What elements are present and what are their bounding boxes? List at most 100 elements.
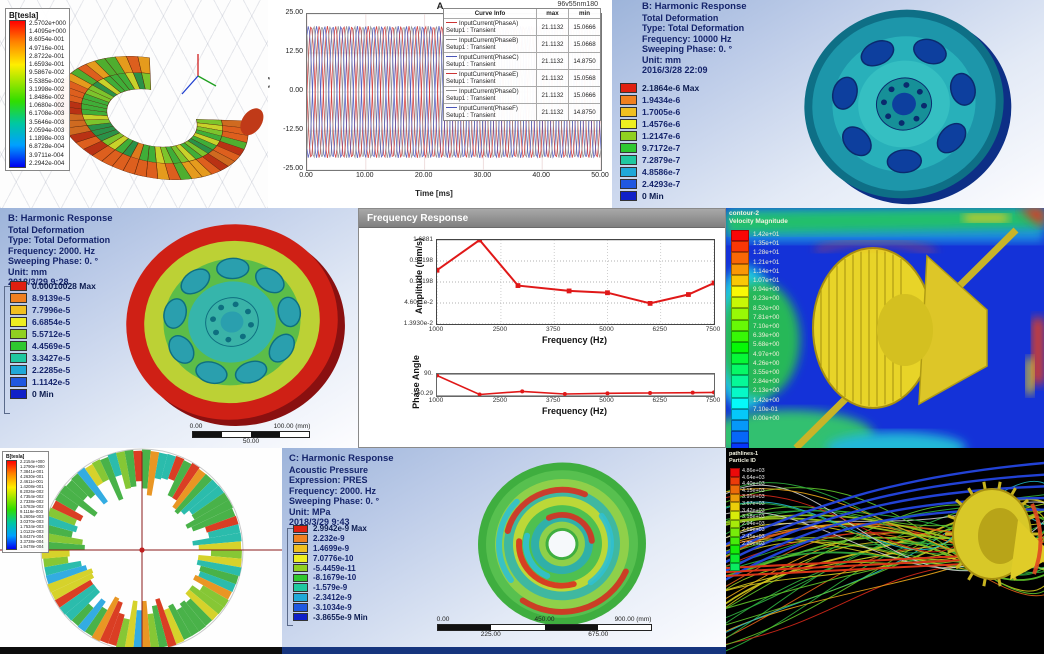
legend-color-cell xyxy=(10,352,27,364)
legend-entry: 2.1864e-6 Max xyxy=(620,82,699,94)
amplitude-x-label: Frequency (Hz) xyxy=(541,335,607,345)
colorbar-cell xyxy=(730,510,740,520)
colorbar-value: 9.23e+00 xyxy=(753,295,780,303)
scale-max: 900.00 (mm) xyxy=(614,616,652,623)
legend-value: 3.1998e-002 xyxy=(29,85,65,93)
curve-swatch-icon xyxy=(446,22,457,23)
rotor-wheel-figure xyxy=(804,9,1012,205)
legend-color-cell xyxy=(293,573,308,583)
legend-color-cell xyxy=(293,593,308,602)
curve-swatch-icon xyxy=(446,73,457,74)
legend-entry: 0 Min xyxy=(620,190,699,202)
colorbar-cell xyxy=(731,386,749,398)
header-line: C: Harmonic Response xyxy=(289,453,394,464)
tick-label: 0.00 xyxy=(289,87,303,94)
flux-torus-figure xyxy=(55,56,264,180)
tick-label: 10.00 xyxy=(356,172,374,179)
header-line: Particle ID xyxy=(729,457,756,464)
colorbar-cell xyxy=(730,468,740,477)
legend-value: 1.4208e-001 xyxy=(20,484,44,489)
tick-label: 12.50 xyxy=(285,48,303,55)
colorbar-cell xyxy=(731,442,749,448)
legend-entry: 2.4293e-7 xyxy=(620,178,699,190)
bottom-strip xyxy=(0,647,282,654)
tick-label: 5000 xyxy=(599,326,614,333)
legend-color-cell xyxy=(293,602,308,612)
window-titlebar[interactable]: Frequency Response xyxy=(359,209,725,228)
panel-flux-torus: B[tesla] 2.5702e+000 1.4095e+000 8.6054e-0… xyxy=(0,0,268,208)
colorbar-value: 4.26e+00 xyxy=(753,359,780,367)
legend-entry: 5.5712e-5 xyxy=(10,328,96,340)
x-axis-label: Time [ms] xyxy=(415,189,453,198)
legend-value: 0.00010028 Max xyxy=(32,281,96,291)
legend-color-cell xyxy=(10,304,27,316)
header-line: Sweeping Phase: 0. ° xyxy=(8,256,99,266)
colorbar-cell xyxy=(731,409,749,421)
legend-value: 1.1142e-5 xyxy=(32,377,70,387)
panel-frequency-response: Frequency Response Amplitude (mm/s) 1.68… xyxy=(358,208,726,448)
tick-label: 1.3930e-2 xyxy=(403,320,433,327)
colorbar-cell xyxy=(731,241,749,253)
colorbar-value: 6.39e+00 xyxy=(753,332,780,340)
colorbar-cell xyxy=(730,519,740,529)
scale-max: 100.00 (mm) xyxy=(273,423,311,430)
legend-entry: 3.3427e-5 xyxy=(10,352,96,364)
legend-value: 2.232e-9 xyxy=(313,534,345,544)
table-row: InputCurrent(PhaseD) Setup1 : Transient 21… xyxy=(444,86,600,103)
colorbar-cell xyxy=(731,308,749,320)
colorbar-value: 4.97e+00 xyxy=(753,350,780,358)
legend-value: 8.6054e-001 xyxy=(29,36,65,44)
legend-value: 5.5712e-5 xyxy=(32,329,71,339)
legend-value: 0 Min xyxy=(642,191,664,201)
header-line: B: Harmonic Response xyxy=(8,213,113,224)
colorbar-title: contour-2 Velocity Magnitude xyxy=(729,210,788,225)
acoustic-disc-figure xyxy=(478,462,646,626)
legend-entry: -5.4459e-11 xyxy=(293,563,368,573)
legend-value: 2.0594e-003 xyxy=(29,126,65,134)
legend-value: 2.5702e+000 xyxy=(29,20,66,27)
colorbar-cell xyxy=(730,528,740,537)
table-row: InputCurrent(PhaseE) Setup1 : Transient 21… xyxy=(444,69,600,86)
legend-entry: 9.7172e-7 xyxy=(620,142,699,154)
legend-value: 2.4611e-001 xyxy=(20,479,44,484)
legend-color-cell xyxy=(10,292,27,304)
tick-label: 5000 xyxy=(599,397,614,404)
header-line: Frequency: 10000 Hz xyxy=(642,33,732,44)
header-line: Expression: PRES xyxy=(289,475,368,485)
header-line: Frequency: 2000. Hz xyxy=(289,485,377,496)
phase-curve xyxy=(435,373,716,397)
tick-label: -25.00 xyxy=(283,165,303,172)
legend-value: -2.3412e-9 xyxy=(313,592,352,602)
colorbar-value: 0.00e+00 xyxy=(753,415,780,423)
legend-value: 6.1708e-003 xyxy=(29,110,65,118)
legend-value: 1.4095e+000 xyxy=(29,28,66,36)
legend-entry: -3.1034e-9 xyxy=(293,602,368,612)
colorbar-cell xyxy=(731,230,749,242)
legend-bracket xyxy=(287,528,293,626)
tick-label: 1000 xyxy=(428,326,444,333)
colorbar-value: 3.18e+03 xyxy=(742,514,765,521)
colorbar-cell xyxy=(730,476,740,486)
pressure-legend: 2.9942e-9 Max 2.232e-9 1.4699e-9 7.0776e-10… xyxy=(293,524,368,622)
legend-value: 1.7534e-003 xyxy=(20,524,44,529)
tick-label: 1000 xyxy=(428,397,444,404)
colorbar-value: 8.52e+00 xyxy=(753,304,780,312)
colorbar-value: 4.86e+03 xyxy=(742,468,765,474)
panel-cfd-velocity: contour-2 Velocity Magnitude 1.42e+01 1.35… xyxy=(726,208,1044,448)
colorbar-value: 2.13e+00 xyxy=(753,387,780,395)
colorbar xyxy=(6,460,17,550)
colorbar-value: 2.94e+03 xyxy=(742,520,765,527)
curve-info-table: Curve Info max min InputCurrent(PhaseA) Setu… xyxy=(443,8,601,121)
colorbar-value: 3.55e+00 xyxy=(753,369,780,377)
header-line: Type: Total Deformation xyxy=(642,23,745,33)
legend-value: 6.6854e-5 xyxy=(32,317,71,327)
legend-value: 3.3738e-004 xyxy=(20,539,44,544)
deformation-legend: 0.00010028 Max 8.9139e-5 7.7996e-5 6.6854e-… xyxy=(10,280,96,400)
tick-label: 2500 xyxy=(492,397,508,404)
colorbar-cell xyxy=(731,375,749,387)
legend-value: 1.6593e-001 xyxy=(29,61,65,69)
tick-label: 30.00 xyxy=(473,172,492,179)
header-line: B: Harmonic Response xyxy=(642,1,747,12)
scale-mid: 450.00 xyxy=(534,616,555,623)
